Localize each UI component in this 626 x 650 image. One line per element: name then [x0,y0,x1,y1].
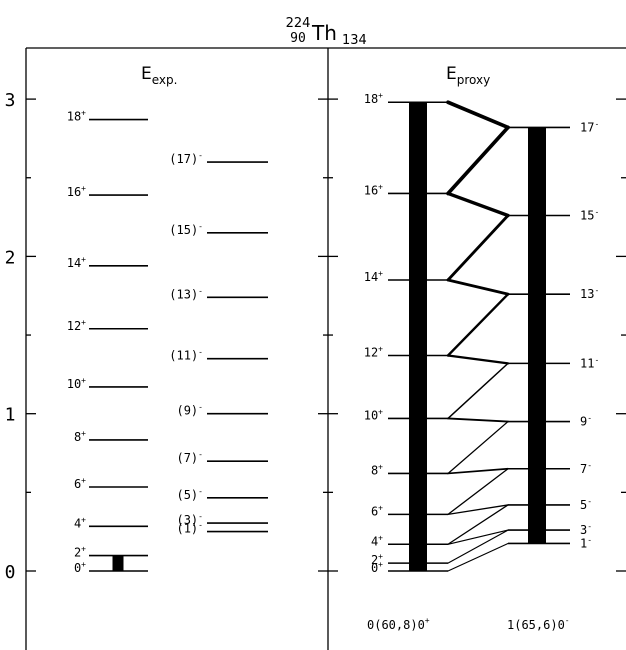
interband-transition [446,125,510,196]
y-tick-label: 0 [5,562,16,583]
y-tick-label: 3 [5,90,16,111]
proxy-panel-title: Eproxy [446,64,490,87]
exp-level-label: 4+ [74,515,86,530]
proxy-level-label: 16+ [364,182,383,197]
interband-transition [446,191,510,218]
exp-level-label: 6+ [74,476,86,491]
interband-transition [446,354,510,365]
exp-level-label: (9)- [176,403,203,418]
exp-level-label: 10+ [67,376,86,391]
proxy-level-label: 6+ [371,503,383,518]
interband-transition [447,420,509,475]
interband-transition [447,417,509,423]
exp-level-label: 8+ [74,429,86,444]
positive-band-intraband-bar [409,102,427,571]
interband-transition [446,278,510,296]
proxy-level-label: 12+ [364,344,383,359]
proxy-level-label: 3- [580,522,592,537]
interband-transition [447,529,509,564]
positive-band-label: 0(60,8)0+ [367,616,430,632]
proxy-level-label: 17- [580,119,599,134]
proxy-level-label: 13- [580,286,599,301]
proxy-level-label: 11- [580,355,599,370]
exp-level-label: 2+ [74,545,86,560]
negative-band-intraband-bar [528,127,546,544]
exp-level-label: 14+ [67,255,86,270]
exp-level-label: 12+ [67,318,86,333]
proxy-level-label: 18+ [364,91,383,106]
proxy-levels: 0+2+ 4+ 6+ 8+ 10+ 12+ 14+ 16+ 18+ 1-3- 5- 7- 9- 11- 13… [364,91,600,575]
exp-level-label: (13)- [169,286,203,301]
proxy-level-label: 2+ [371,552,383,567]
charge-number: 90 [290,31,306,46]
experimental-levels: 0+2+ 4+ 6+ 8+ 10+ 12+ 14+ 16+ 18+ (1)-(3)- (5)- (7)… [67,109,268,575]
exp-level-label: 0+ [74,560,86,575]
y-axis-ticks: 0 1 2 3 [5,90,626,583]
proxy-level-label: 7- [580,461,592,476]
exp-level-label: (11)- [169,348,203,363]
neutron-number: 134 [342,33,367,48]
positive-band-base-tab [412,565,424,571]
interband-transition [446,214,510,282]
exp-level-label: (5)- [176,487,203,502]
exp-level-label: (15)- [169,222,203,237]
exp-level-label: (3)- [176,512,203,527]
proxy-level-label: 8+ [371,462,383,477]
proxy-level-label: 5- [580,497,592,512]
interband-transition [447,542,509,572]
exp-level-label: (1)- [176,521,203,536]
negative-band-label: 1(65,6)0- [507,616,570,632]
proxy-level-label: 14+ [364,269,383,284]
exp-level-label: (7)- [176,450,203,465]
nucleus-title: 224 90 Th 134 [286,16,367,48]
interband-transition [447,467,509,475]
exp-level-label: (17)- [169,151,203,166]
exp-level-label: 16+ [67,184,86,199]
proxy-level-label: 10+ [364,407,383,422]
proxy-level-label: 15- [580,208,599,223]
proxy-level-label: 4+ [371,533,383,548]
exp-panel-title: Eexp. [141,64,177,87]
interband-transition [447,504,509,545]
y-tick-label: 1 [5,405,16,426]
interband-transition [446,100,510,130]
interband-transition [447,504,509,516]
mass-number: 224 [286,16,311,31]
interband-transition [447,468,509,516]
interband-transition [447,529,509,545]
y-tick-label: 2 [5,247,16,268]
exp-transition-bar [112,555,124,571]
proxy-level-label: 0+ [371,560,383,575]
proxy-level-label: 1- [580,535,592,550]
proxy-level-label: 9- [580,414,592,429]
interband-transition [447,362,509,420]
element-symbol: Th [311,21,337,45]
interband-transition [446,292,510,357]
exp-level-label: 18+ [67,109,86,124]
